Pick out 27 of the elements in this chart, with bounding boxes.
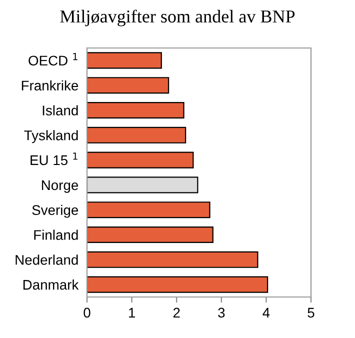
bar — [87, 102, 184, 119]
bar — [87, 77, 170, 94]
y-tick-label: Frankrike — [22, 80, 78, 91]
bar — [87, 52, 162, 69]
y-tick-label: Sverige — [32, 204, 78, 218]
y-tick-label: Tyskland — [24, 130, 78, 144]
bar — [87, 126, 186, 144]
x-tick-label: 5 — [308, 308, 314, 318]
y-tick-label: EU 15 $^{1}$ — [30, 152, 78, 166]
x-tick-label: 0 — [84, 308, 90, 318]
bar — [87, 251, 258, 268]
y-tick-label: Norge — [42, 180, 78, 193]
bar — [87, 176, 198, 194]
x-tick-label: 1 — [128, 308, 135, 318]
y-tick-label: Finland — [34, 230, 78, 240]
y-tick-label: Danmark — [23, 280, 79, 290]
y-tick-label: Island — [42, 105, 78, 116]
x-tick-label: 2 — [173, 308, 180, 318]
bar — [87, 152, 194, 168]
x-tick-label: 3 — [218, 308, 225, 318]
bar — [87, 202, 210, 218]
y-tick-label: Nederland — [16, 254, 78, 265]
y-tick-label: OECD $^{1}$ — [28, 52, 78, 66]
chart-title: Miljøavgifter som andel av BNP — [60, 10, 295, 26]
bar — [87, 276, 268, 293]
x-tick-label: 4 — [262, 308, 270, 318]
bar — [87, 226, 214, 244]
